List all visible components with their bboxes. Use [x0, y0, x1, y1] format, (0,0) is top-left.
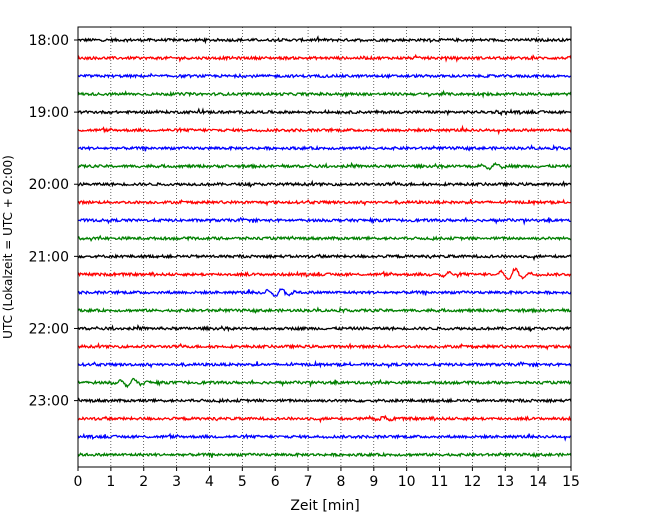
x-tick-label-14: 14: [529, 474, 547, 490]
x-tick-label-8: 8: [336, 474, 345, 490]
x-tick-label-13: 13: [496, 474, 514, 490]
x-tick-label-9: 9: [369, 474, 378, 490]
trace-1945: [77, 161, 572, 171]
y-axis-ticks: 18:00 19:00 20:00 21:00 22:00 23:00: [29, 33, 78, 410]
trace-2000: [77, 179, 572, 188]
trace-2100: [77, 253, 572, 262]
trace-1845: [77, 89, 572, 99]
trace-2315: [77, 414, 572, 424]
y-tick-label-2: 20:00: [29, 177, 69, 193]
trace-2045: [77, 234, 572, 242]
y-axis-label: UTC (Lokalzeit = UTC + 02:00): [1, 155, 15, 339]
x-tick-label-5: 5: [238, 474, 247, 490]
x-tick-label-11: 11: [431, 474, 449, 490]
trace-1830: [77, 72, 571, 80]
x-tick-label-0: 0: [74, 474, 83, 490]
trace-2330: [77, 432, 572, 442]
trace-1930: [77, 144, 572, 152]
y-tick-label-4: 22:00: [29, 321, 69, 337]
y-tick-label-3: 21:00: [29, 249, 69, 265]
x-tick-label-15: 15: [562, 474, 580, 490]
x-axis-label: Zeit [min]: [290, 498, 359, 514]
trace-2115: [77, 267, 572, 280]
x-tick-label-12: 12: [463, 474, 481, 490]
x-tick-label-10: 10: [398, 474, 416, 490]
trace-2030: [77, 216, 572, 226]
y-tick-label-0: 18:00: [29, 33, 69, 49]
y-tick-label-5: 23:00: [29, 394, 69, 410]
grid-lines: [110, 27, 539, 467]
trace-1900: [77, 107, 572, 117]
x-tick-label-2: 2: [139, 474, 148, 490]
x-axis-ticks: 0 1 2 3 4 5 6 7 8 9 10 11 12 13 14 15: [74, 467, 580, 490]
x-tick-label-4: 4: [205, 474, 214, 490]
y-tick-label-1: 19:00: [29, 105, 69, 121]
x-tick-label-1: 1: [106, 474, 115, 490]
trace-2230: [77, 359, 572, 369]
trace-2145: [77, 306, 572, 314]
trace-2130: [77, 288, 572, 297]
trace-2345: [77, 451, 572, 459]
trace-2245: [77, 377, 572, 389]
plot-frame: [77, 26, 572, 468]
trace-2200: [77, 323, 572, 333]
trace-2215: [77, 341, 572, 351]
x-tick-label-7: 7: [304, 474, 313, 490]
x-tick-label-6: 6: [271, 474, 280, 490]
x-tick-label-3: 3: [172, 474, 181, 490]
seismogram-traces: [77, 35, 572, 459]
trace-2015: [77, 198, 572, 207]
trace-1800: [77, 35, 572, 45]
trace-1915: [77, 124, 572, 136]
trace-1815: [77, 53, 572, 63]
trace-2300: [77, 397, 572, 404]
